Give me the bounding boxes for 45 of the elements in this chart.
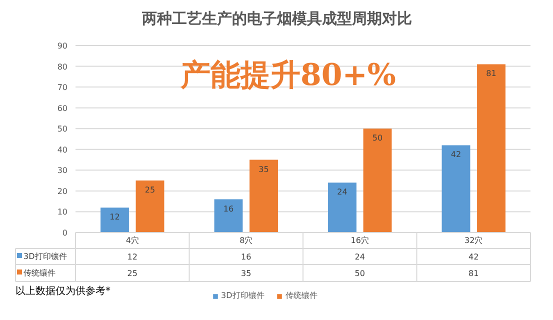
legend-label: 3D打印镶件 — [24, 252, 67, 261]
data-label: 42 — [450, 150, 462, 160]
y-tick-label: 0 — [62, 228, 68, 238]
text: 50 — [354, 269, 365, 278]
x-tick-label: 8穴 — [240, 236, 253, 245]
bar — [363, 128, 392, 232]
data-label: 35 — [258, 164, 269, 174]
text: 以上数据仅为供参考* — [16, 285, 110, 297]
y-tick-label: 70 — [57, 83, 68, 92]
y-tick-label: 90 — [57, 42, 68, 50]
bar — [328, 182, 356, 232]
data-label: 50 — [372, 134, 383, 143]
text: 24 — [354, 252, 365, 262]
y-tick-label: 60 — [57, 104, 68, 113]
x-tick-label: 32穴 — [464, 236, 483, 245]
x-tick-label: 16穴 — [350, 236, 369, 245]
bar — [214, 199, 243, 232]
bar — [442, 145, 470, 232]
text: 16 — [241, 252, 252, 262]
chart-title: 两种工艺生产的电子烟模具成型周期对比 — [141, 10, 412, 28]
data-label: 24 — [337, 188, 348, 197]
y-tick-label: 80 — [57, 62, 68, 72]
bar — [477, 64, 506, 232]
y-tick-label: 30 — [57, 166, 68, 176]
data-label: 81 — [486, 69, 496, 78]
text: 3D打印镶件 — [221, 291, 264, 300]
x-tick-label: 4穴 — [126, 236, 139, 245]
bar — [136, 180, 164, 232]
data-label: 16 — [223, 204, 234, 214]
text: 传统镶件 — [24, 268, 56, 278]
bar — [250, 160, 278, 232]
y-tick-label: 50 — [57, 124, 68, 134]
data-label: 25 — [144, 186, 156, 195]
bar — [100, 208, 129, 232]
annotation: 产能提升80+% — [180, 58, 396, 93]
text: 42 — [468, 252, 479, 262]
text: 12 — [127, 252, 138, 262]
y-tick-label: 10 — [57, 208, 68, 217]
data-label: 12 — [110, 212, 120, 222]
y-tick-label: 20 — [57, 186, 68, 196]
legend-label: 传统镶件 — [285, 290, 318, 301]
text: 81 — [468, 269, 479, 278]
y-tick-label: 40 — [57, 145, 68, 154]
text: 35 — [241, 269, 252, 278]
text: 25 — [127, 269, 138, 278]
